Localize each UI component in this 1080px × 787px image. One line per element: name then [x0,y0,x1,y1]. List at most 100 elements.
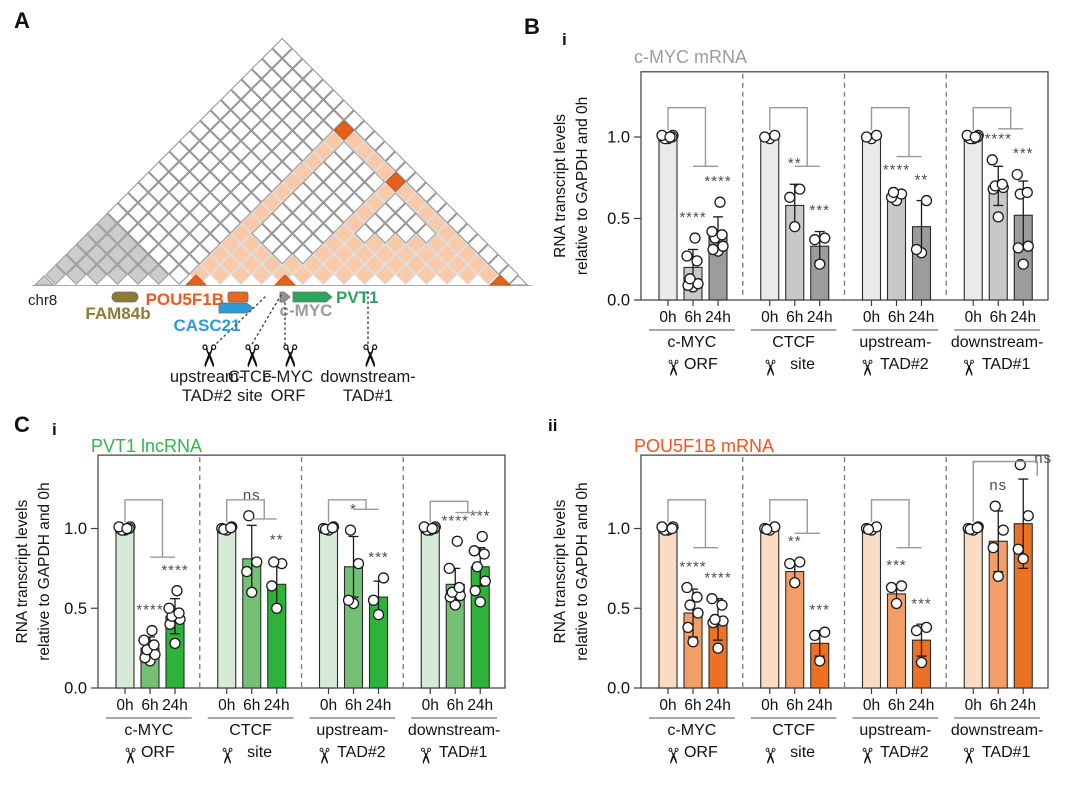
scissors-icon: ✂ [351,343,387,369]
y-axis-label: RNA transcript levels [552,499,569,643]
panel-label-bii: ii [548,416,558,435]
data-point [1012,242,1024,254]
hic-cell [148,264,169,285]
data-point [426,522,438,535]
significance-label: * [350,501,357,518]
hic-cells [45,37,520,285]
hic-cell [271,140,293,162]
hic-cell [344,109,365,131]
scissors-icon: ✂ [659,359,684,377]
scissors-icon: ✂ [853,747,878,765]
hic-cell [282,130,303,152]
hic-cell [313,120,334,141]
hic-cell [107,202,128,224]
significance-label: *** [809,602,830,619]
data-point [443,562,455,575]
data-point [121,522,133,535]
data-point [887,186,900,199]
hic-cell [107,243,128,265]
hic-cell [467,233,489,255]
hic-cell [302,254,324,275]
hic-cell [230,182,252,203]
data-point [684,273,696,285]
x-tick-label: 6h [990,309,1007,326]
hic-cell [45,264,66,285]
hic-cell [374,140,396,162]
hic-cell [158,212,180,234]
hic-cell [395,202,417,224]
comparison-bracket [667,106,718,168]
data-point [692,607,704,619]
hic-cell [251,182,272,203]
hic-cell [364,212,386,234]
data-point [910,243,923,256]
hic-cell [220,151,241,172]
y-tick-label: 0.5 [607,210,630,228]
data-point [987,541,999,554]
hic-cell [168,223,190,244]
data-point [706,593,718,605]
hic-cell [241,233,262,255]
hic-cell [179,130,200,152]
hic-anchor-icon [185,274,207,286]
hic-cell [271,243,293,265]
hic-cell [241,192,262,213]
data-point [860,131,873,143]
data-point [691,255,703,267]
hic-cell [302,109,324,131]
hic-cell [220,233,241,255]
data-point [920,621,933,634]
hic-cell [127,223,149,244]
hic-cell [374,223,396,244]
data-point [251,556,263,568]
significance-label: **** [161,562,188,579]
bar [658,527,678,689]
hic-cell [354,223,375,244]
hic-cell [261,254,283,275]
data-point [225,522,237,534]
hic-cell [292,140,314,162]
data-point [243,510,255,522]
hic-cell [261,212,283,234]
hic-anchor-icon [274,274,296,286]
data-point [146,624,158,637]
cut-site-label-line1: downstream- [320,368,415,386]
hic-cell [395,264,417,285]
hic-cell [374,182,396,203]
hic-cell [333,264,355,285]
hic-cell [210,99,231,121]
hic-cell [405,233,427,255]
x-tick-label: 6h [786,309,803,326]
hic-cell [230,99,252,121]
hic-anchor-icon [489,274,511,286]
chrom-label: chr8 [28,292,57,309]
hic-cell [292,99,314,121]
hic-cell [261,48,283,69]
scissors-icon: ✂ [853,359,878,377]
comparison-bracket [972,106,1024,131]
hic-cell [76,254,97,275]
hic-cell [189,243,211,265]
data-point [761,523,773,535]
bar-group-cmyc: 0h **** 6h **** 24h c-MYC ORF✂ [649,106,735,377]
significance-label: **** [679,559,706,576]
data-point [870,129,883,142]
hic-cell [302,151,324,172]
data-point [759,131,771,143]
data-point [691,591,703,603]
hic-cell [117,254,138,275]
data-point [163,602,175,614]
data-point [241,565,253,578]
bar [861,527,882,689]
hic-cell [117,192,138,213]
significance-label: *** [911,595,932,612]
data-point [1011,168,1023,181]
data-point [784,557,796,570]
data-point [969,131,981,143]
bar [886,195,907,301]
hic-cell [333,202,355,224]
hic-cell [364,233,386,255]
hic-cell [127,243,149,265]
hic-cell [354,264,375,285]
data-point [789,220,801,233]
